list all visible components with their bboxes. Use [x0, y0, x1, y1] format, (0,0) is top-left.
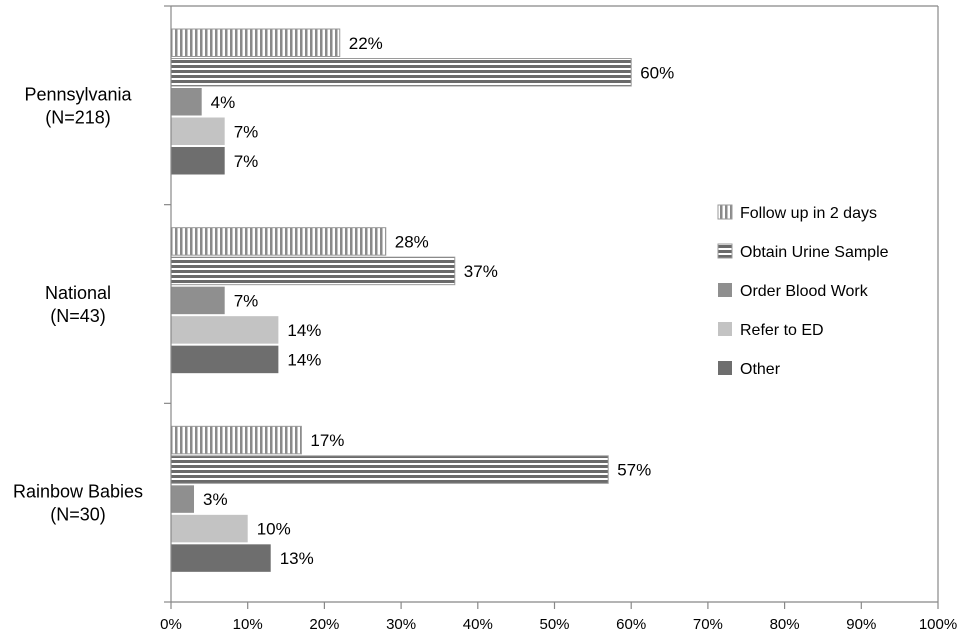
bar — [171, 147, 225, 175]
bar — [170, 256, 456, 286]
bar — [171, 316, 279, 344]
category-label: Rainbow Babies — [13, 482, 143, 502]
data-label: 7% — [234, 291, 259, 310]
data-label: 14% — [287, 321, 321, 340]
bar — [171, 117, 225, 145]
data-label: 22% — [349, 34, 383, 53]
plot-area: 22% 60% 4% 7% 7% 28% 37% 7% 14% 14% 17% 57% 3% 10% 13% — [170, 28, 674, 572]
legend-label: Obtain Urine Sample — [740, 244, 889, 261]
bar — [171, 345, 279, 374]
x-tick-label: 100% — [919, 616, 957, 633]
x-tick-label: 60% — [616, 616, 646, 633]
data-label: 4% — [211, 93, 236, 112]
x-tick-label: 80% — [770, 616, 800, 633]
x-tick-label: 20% — [309, 616, 339, 633]
x-tick-label: 90% — [846, 616, 876, 633]
x-tick-label: 40% — [463, 616, 493, 633]
bar — [170, 28, 341, 57]
x-tick-label: 70% — [693, 616, 723, 633]
legend-label: Follow up in 2 days — [740, 205, 877, 222]
bar — [171, 514, 248, 543]
legend-swatch — [718, 283, 732, 297]
bar — [171, 286, 225, 315]
legend-label: Other — [740, 361, 781, 378]
legend-swatch — [718, 361, 732, 375]
bar — [170, 425, 302, 455]
data-label: 13% — [280, 549, 314, 568]
data-label: 3% — [203, 490, 228, 509]
data-label: 17% — [310, 431, 344, 450]
data-label: 7% — [234, 122, 259, 141]
bar — [171, 544, 271, 572]
bar — [170, 227, 387, 256]
category-label: National — [45, 283, 111, 303]
bar — [171, 485, 195, 513]
category-label: Pennsylvania — [24, 84, 132, 104]
axes: Pennsylvania (N=218) National (N=43) Rainbow… — [13, 5, 957, 633]
data-label: 60% — [640, 63, 674, 82]
data-label: 10% — [257, 520, 291, 539]
legend: Follow up in 2 days Obtain Urine Sample Or… — [717, 204, 889, 378]
data-label: 28% — [395, 232, 429, 251]
legend-swatch — [717, 204, 733, 220]
bar — [171, 88, 202, 116]
data-label: 37% — [464, 262, 498, 281]
bar — [170, 58, 632, 87]
data-label: 14% — [287, 350, 321, 369]
category-label: (N=30) — [50, 505, 106, 525]
legend-swatch — [717, 243, 733, 259]
data-label: 57% — [617, 461, 651, 480]
legend-label: Refer to ED — [740, 322, 824, 339]
category-label: (N=218) — [45, 107, 111, 127]
x-tick-label: 50% — [539, 616, 569, 633]
data-label: 7% — [234, 152, 259, 171]
x-tick-label: 30% — [386, 616, 416, 633]
category-label: (N=43) — [50, 306, 106, 326]
x-tick-label: 0% — [160, 616, 182, 633]
legend-swatch — [718, 322, 732, 336]
bar — [170, 455, 609, 484]
x-tick-label: 10% — [233, 616, 263, 633]
legend-label: Order Blood Work — [740, 283, 869, 300]
